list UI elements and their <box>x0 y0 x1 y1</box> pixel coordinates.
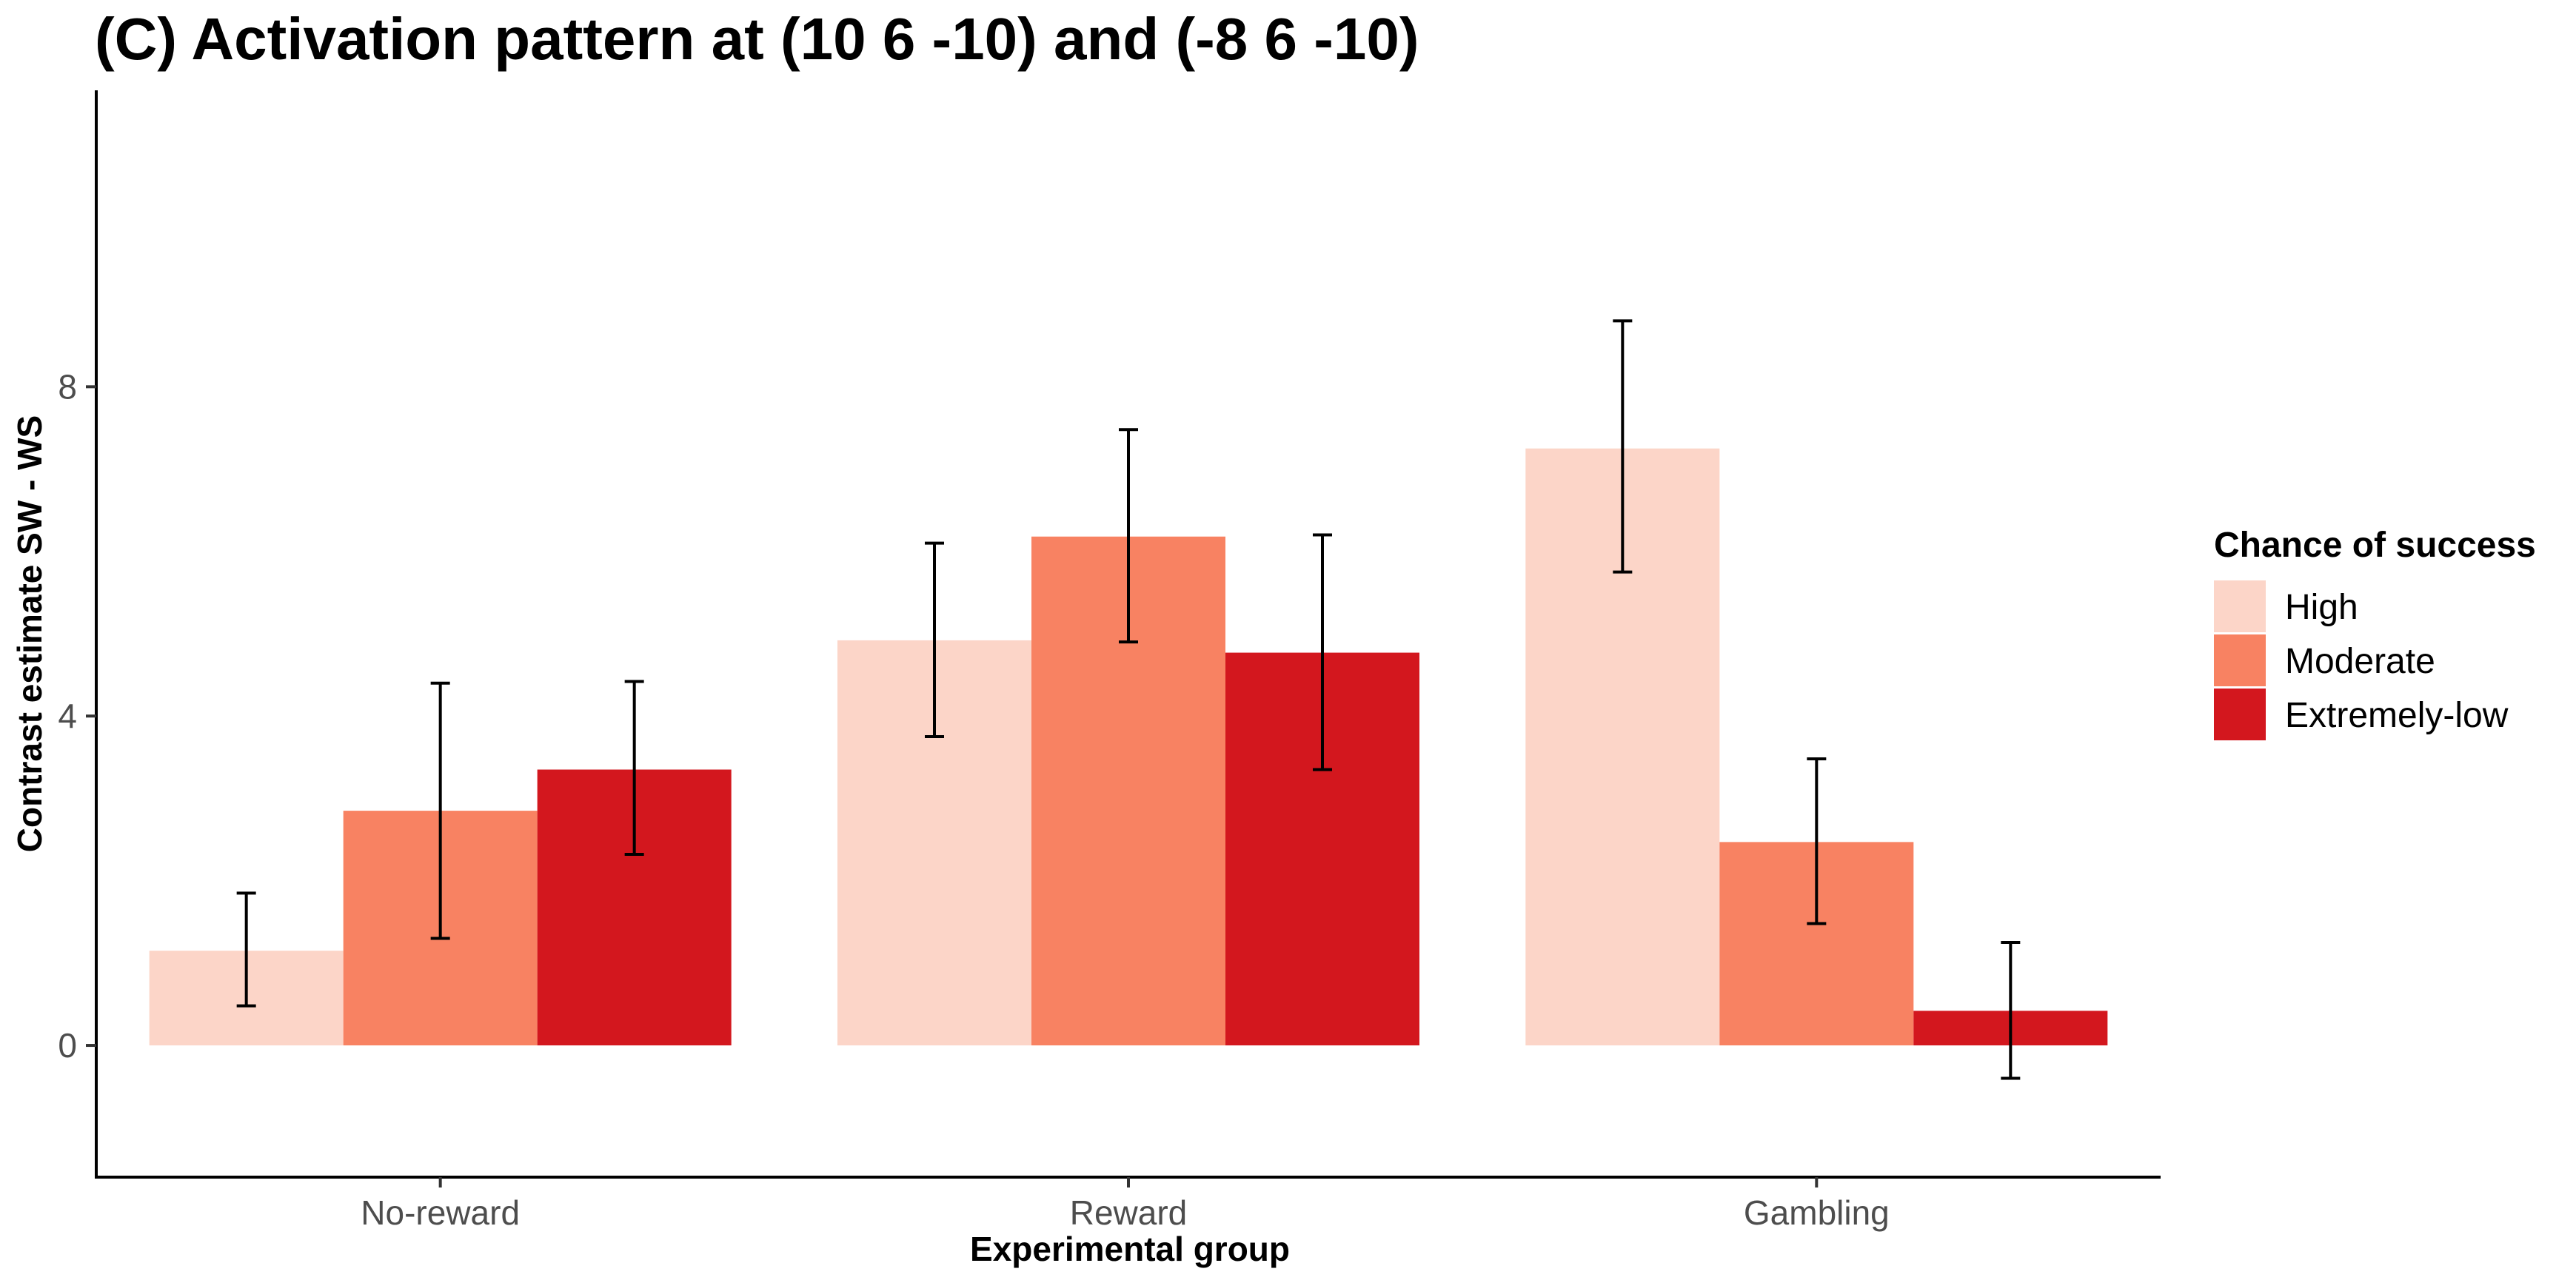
error-bar-reward-extremely-low <box>1313 533 1332 771</box>
error-bar-no-reward-high <box>236 891 256 1008</box>
error-bar-reward-moderate <box>1119 428 1138 644</box>
x-tick-label: No-reward <box>361 1193 520 1232</box>
legend-key-high <box>2214 580 2266 632</box>
x-axis-title: Experimental group <box>970 1230 1290 1268</box>
legend-title: Chance of success <box>2214 526 2536 565</box>
legend-label-extremely-low: Extremely-low <box>2285 696 2509 735</box>
error-bars-group <box>236 319 2021 1080</box>
legend-label-high: High <box>2285 588 2358 627</box>
legend-key-moderate <box>2214 634 2266 686</box>
error-bar-gambling-high <box>1613 319 1633 574</box>
error-bar-no-reward-extremely-low <box>624 680 644 857</box>
error-bar-no-reward-moderate <box>430 681 450 940</box>
y-tick-label: 0 <box>58 1026 77 1065</box>
y-axis-title: Contrast estimate SW - WS <box>10 415 49 852</box>
error-bar-gambling-moderate <box>1807 757 1827 925</box>
error-bar-reward-high <box>925 541 944 739</box>
legend: Chance of success High Moderate Extremely-… <box>2214 526 2536 740</box>
chart-title: (C) Activation pattern at (10 6 -10) and… <box>95 6 1419 72</box>
x-tick-label: Reward <box>1070 1193 1188 1232</box>
x-ticks-group: No-reward Reward Gambling <box>361 1177 1890 1232</box>
y-tick-label: 4 <box>58 697 77 735</box>
error-bar-gambling-extremely-low <box>2001 941 2021 1080</box>
legend-label-moderate: Moderate <box>2285 642 2435 681</box>
y-tick-label: 8 <box>58 367 77 406</box>
y-ticks-group: 0 4 8 <box>58 367 96 1065</box>
x-tick-label: Gambling <box>1744 1193 1890 1232</box>
legend-key-extremely-low <box>2214 689 2266 740</box>
